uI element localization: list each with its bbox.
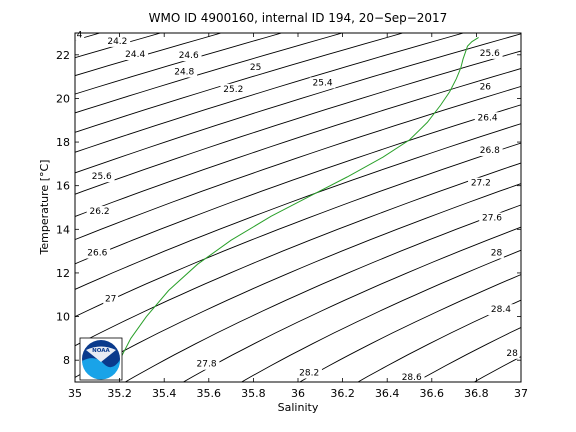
contour-label-bg [477, 81, 493, 93]
contour-label: 24.4 [125, 50, 145, 60]
y-tick-label: 16 [56, 180, 70, 193]
contour-label: 24.6 [179, 51, 199, 61]
contour-label-bg [398, 371, 425, 383]
contour-label-bg [74, 29, 85, 41]
contour-label-bg [476, 144, 503, 156]
isopycnal-line [298, 274, 521, 382]
x-tick-label: 36.4 [375, 387, 400, 400]
contour-label: 25.6 [92, 172, 112, 182]
isopycnal-line [75, 50, 521, 195]
y-tick-label: 18 [56, 136, 70, 149]
contour-label-bg [309, 77, 336, 89]
isopycnal-line [124, 204, 521, 382]
contour-label-bg [489, 247, 504, 259]
contour-label: 26.4 [478, 113, 498, 123]
isopycnal-line [75, 33, 466, 153]
isopycnal-line [75, 123, 521, 290]
contour-label: 26.6 [87, 248, 107, 258]
x-tick-label: 35.8 [241, 387, 266, 400]
contour-label: 27.6 [482, 214, 502, 224]
y-tick-label: 10 [56, 311, 70, 324]
x-axis: 35 35.2 35.4 35.6 35.8 36 36.2 36.4 36.6 36.8 37 [68, 33, 528, 400]
contour-label-bg [193, 358, 220, 370]
contour-label-bg [175, 50, 202, 62]
isopycnal-line [75, 183, 521, 378]
x-tick-label: 37 [514, 387, 528, 400]
contour-label: 26.8 [480, 146, 500, 156]
contour-label-bg [84, 247, 111, 259]
y-axis-label: Temperature [°C] [38, 160, 51, 256]
contour-label: 24.8 [174, 67, 194, 77]
contour-label-bg [248, 62, 264, 74]
contour-label: 28.2 [299, 368, 319, 378]
contour-label: 27.2 [471, 179, 491, 189]
isopycnal-line [75, 85, 521, 241]
x-tick-label: 35.4 [152, 387, 177, 400]
contour-label: 25 [250, 63, 261, 73]
contour-label: 25.6 [480, 49, 500, 59]
chart-title: WMO ID 4900160, internal ID 194, 20−Sep−… [149, 11, 448, 25]
noaa-logo-text: NOAA [92, 348, 110, 354]
contour-label: 28.4 [491, 305, 511, 315]
isopycnal-line [75, 33, 521, 174]
x-tick-label: 36.8 [464, 387, 489, 400]
contour-label: 27.8 [197, 360, 217, 370]
contour-label: 24.2 [107, 37, 127, 47]
y-axis: 8 10 12 14 16 18 20 22 [56, 49, 521, 367]
y-tick-label: 12 [56, 267, 70, 280]
contour-label: 25.2 [223, 85, 243, 95]
contour-label-bg [220, 83, 247, 95]
contour-label-bg [104, 35, 131, 47]
contour-label-bg [88, 171, 115, 183]
contour-label: 25.4 [313, 78, 333, 88]
contour-label-bg [479, 212, 505, 224]
profile-series [121, 36, 479, 357]
contour-label-bg [468, 177, 494, 189]
x-tick-label: 35 [68, 387, 82, 400]
x-axis-label: Salinity [278, 401, 319, 414]
contour-label: 4 [77, 30, 83, 40]
isopycnal-line [75, 142, 521, 318]
y-tick-label: 22 [56, 49, 70, 62]
contour-label: 28 [506, 349, 518, 359]
x-tick-label: 36 [291, 387, 305, 400]
contour-label-bg [476, 47, 503, 59]
contour-label-bg [474, 112, 501, 124]
x-tick-label: 36.6 [420, 387, 445, 400]
contour-label: 28.6 [402, 373, 422, 383]
isopycnal-line [75, 162, 521, 347]
contour-label-bg [86, 206, 113, 218]
y-tick-label: 20 [56, 92, 70, 105]
isopycnal-line [182, 226, 521, 382]
x-tick-label: 36.2 [330, 387, 355, 400]
isopycnal-labels: 4 24.2 24.4 24.6 24.8 25 25.2 25.4 25.6 26 26.4 26.… [74, 29, 520, 383]
contour-label: 26 [480, 83, 492, 93]
isopycnal-line [415, 326, 521, 382]
y-tick-label: 8 [63, 354, 70, 367]
y-tick-label: 14 [56, 223, 70, 236]
isopycnal-line [75, 33, 284, 95]
noaa-logo: NOAA [79, 337, 123, 381]
isopycnal-line [75, 104, 521, 265]
contour-label-bg [103, 293, 119, 305]
contour-label-bg [504, 347, 520, 359]
contour-label-bg [488, 304, 514, 316]
x-tick-label: 35.6 [197, 387, 222, 400]
x-tick-label: 35.2 [107, 387, 132, 400]
contour-label-bg [122, 48, 149, 60]
contour-label: 28 [491, 248, 503, 258]
contour-label-bg [296, 367, 322, 379]
profile-line [121, 36, 479, 357]
isopycnal-line [75, 33, 344, 114]
contour-label: 26.2 [90, 207, 110, 217]
contour-label-bg [171, 66, 198, 78]
isopycnal-line [357, 299, 521, 382]
isopycnal-line [240, 249, 521, 382]
contour-label: 27 [105, 294, 116, 304]
